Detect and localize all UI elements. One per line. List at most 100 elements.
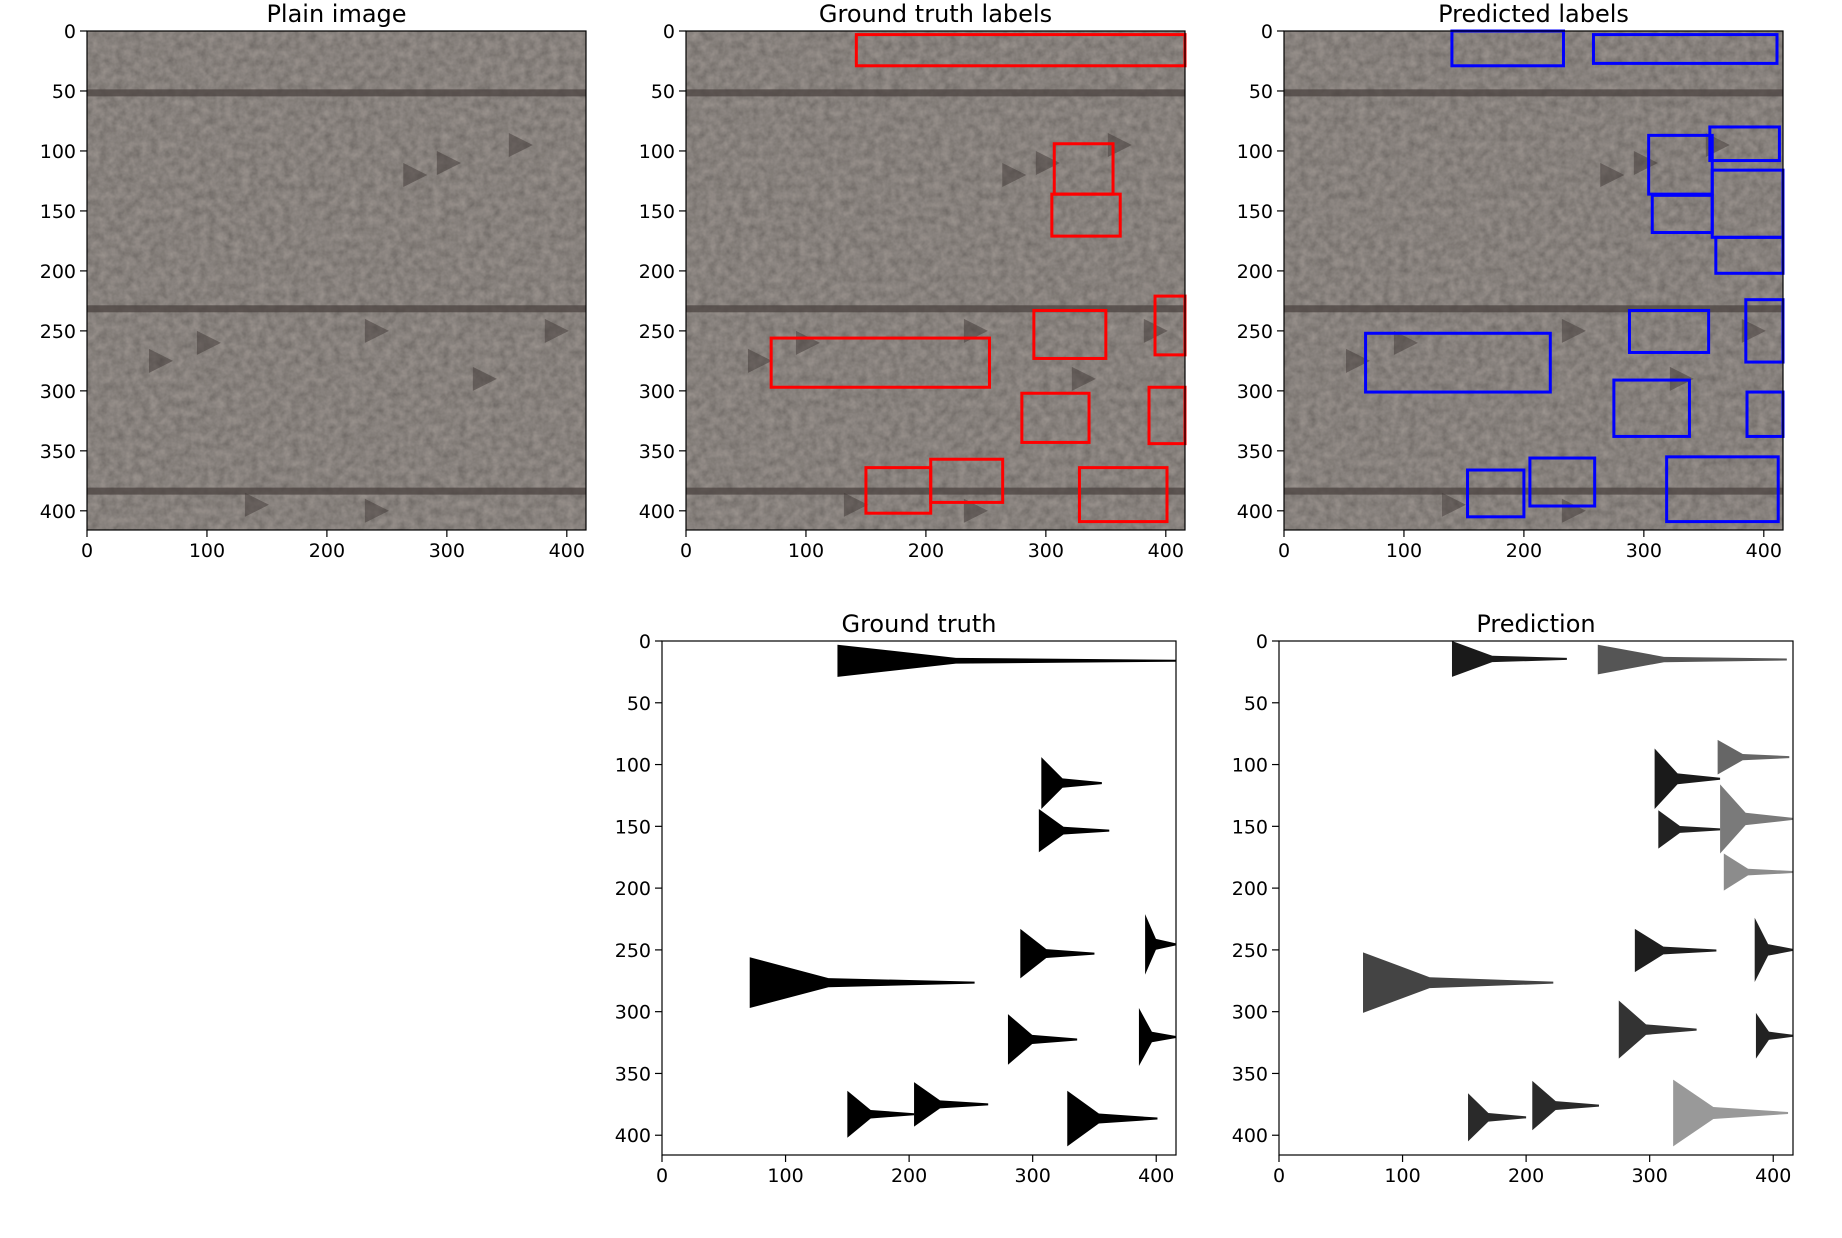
wedge-mark	[1723, 853, 1793, 891]
wedge-shadow	[1393, 330, 1418, 355]
x-tick-label: 400	[1138, 1165, 1174, 1187]
x-tick-label: 100	[1386, 540, 1422, 562]
wedge-mark	[1597, 644, 1787, 675]
wedge-mark	[1634, 928, 1717, 973]
wedge-shadow	[1741, 318, 1766, 343]
bounding-box	[1032, 308, 1108, 360]
y-tick-label: 100	[1237, 141, 1273, 163]
x-tick-label: 0	[680, 540, 692, 562]
y-tick-label: 50	[1249, 81, 1273, 103]
x-tick-label: 300	[1015, 1165, 1051, 1187]
wedge-mark	[1007, 1014, 1078, 1065]
bounding-box	[1020, 391, 1091, 444]
panel-5: 0 100 200 300 400050100150200250300350400Pre…	[1232, 610, 1794, 1187]
wedge-shadow	[963, 498, 988, 523]
y-tick-label: 300	[639, 381, 675, 403]
wedge-shadow	[1600, 162, 1625, 187]
wedge-shadow	[196, 330, 221, 355]
wedge-shadow	[1441, 492, 1466, 517]
wedge-shadow	[747, 348, 772, 373]
wedge-mark	[1618, 1000, 1697, 1059]
y-tick-label: 150	[639, 201, 675, 223]
wedge-shadow	[544, 318, 569, 343]
wedge-mark	[749, 957, 975, 1008]
y-tick-label: 150	[615, 816, 651, 838]
y-tick-label: 400	[40, 501, 76, 523]
x-tick-label: 300	[1028, 540, 1064, 562]
x-tick-label: 200	[309, 540, 345, 562]
y-tick-label: 150	[40, 201, 76, 223]
bounding-box	[1528, 456, 1597, 508]
axes-frame	[661, 640, 1177, 1156]
wedge-shadow	[364, 498, 389, 523]
wedge-shadow	[1002, 162, 1027, 187]
y-tick-label: 250	[615, 940, 651, 962]
y-tick-label: 300	[615, 1002, 651, 1024]
y-tick-label: 200	[40, 261, 76, 283]
x-tick-label: 0	[1278, 540, 1290, 562]
y-tick-label: 0	[663, 21, 675, 43]
y-tick-label: 0	[1256, 631, 1268, 653]
x-tick-label: 200	[1506, 540, 1542, 562]
y-tick-label: 150	[1237, 201, 1273, 223]
y-tick-label: 50	[627, 693, 651, 715]
bounding-box	[769, 336, 991, 389]
bounding-box	[1050, 192, 1122, 238]
y-tick-label: 0	[639, 631, 651, 653]
wedge-shadow	[843, 492, 868, 517]
y-tick-label: 300	[1237, 381, 1273, 403]
wedge-shadow	[436, 150, 461, 175]
y-tick-label: 250	[1232, 940, 1268, 962]
y-tick-label: 200	[1237, 261, 1273, 283]
wedge-mark	[1654, 748, 1721, 810]
panel-title: Predicted labels	[1438, 0, 1629, 28]
axes-frame	[1278, 640, 1794, 1156]
tablet-line	[87, 487, 586, 495]
x-tick-label: 100	[189, 540, 225, 562]
y-tick-label: 150	[1232, 816, 1268, 838]
plot-area	[662, 641, 1176, 1155]
x-tick-label: 300	[1626, 540, 1662, 562]
wedge-mark	[1717, 739, 1790, 775]
y-tick-label: 50	[52, 81, 76, 103]
tablet-line	[1284, 305, 1783, 313]
x-tick-label: 400	[1746, 540, 1782, 562]
x-tick-label: 0	[656, 1165, 668, 1187]
wedge-mark	[1067, 1090, 1158, 1147]
axes-frame	[685, 30, 1186, 531]
wedge-shadow	[1035, 150, 1060, 175]
panel-4: 0 100 200 300 400050100150200250300350400Gro…	[615, 610, 1177, 1187]
y-tick-label: 350	[1232, 1063, 1268, 1085]
wedge-mark	[1020, 928, 1095, 979]
y-tick-label: 0	[64, 21, 76, 43]
x-tick-label: 0	[1273, 1165, 1285, 1187]
x-tick-label: 200	[891, 1165, 927, 1187]
panel-2: 0 100 200 300 400050100150200250300350400Gro…	[639, 0, 1187, 562]
y-tick-label: 300	[1232, 1002, 1268, 1024]
x-tick-label: 100	[767, 1165, 803, 1187]
wedge-shadow	[403, 162, 428, 187]
bounding-box	[1591, 33, 1779, 65]
wedge-shadow	[364, 318, 389, 343]
bounding-box	[1077, 466, 1169, 524]
tablet-line	[686, 305, 1185, 313]
x-tick-label: 200	[1508, 1165, 1544, 1187]
bounding-box	[1612, 378, 1691, 438]
tablet-line	[87, 305, 586, 313]
x-tick-label: 100	[788, 540, 824, 562]
bounding-box	[1708, 125, 1781, 163]
y-tick-label: 50	[651, 81, 675, 103]
y-tick-label: 300	[40, 381, 76, 403]
y-tick-label: 250	[639, 321, 675, 343]
y-tick-label: 400	[1232, 1125, 1268, 1147]
y-tick-label: 100	[639, 141, 675, 163]
wedge-mark	[1145, 914, 1176, 975]
x-tick-label: 300	[429, 540, 465, 562]
wedge-mark	[837, 644, 1176, 677]
x-tick-label: 400	[549, 540, 585, 562]
wedge-shadow	[1071, 366, 1096, 391]
bounding-box	[1627, 308, 1711, 354]
y-tick-label: 50	[1244, 693, 1268, 715]
wedge-shadow	[508, 132, 533, 157]
x-tick-label: 400	[1148, 540, 1184, 562]
